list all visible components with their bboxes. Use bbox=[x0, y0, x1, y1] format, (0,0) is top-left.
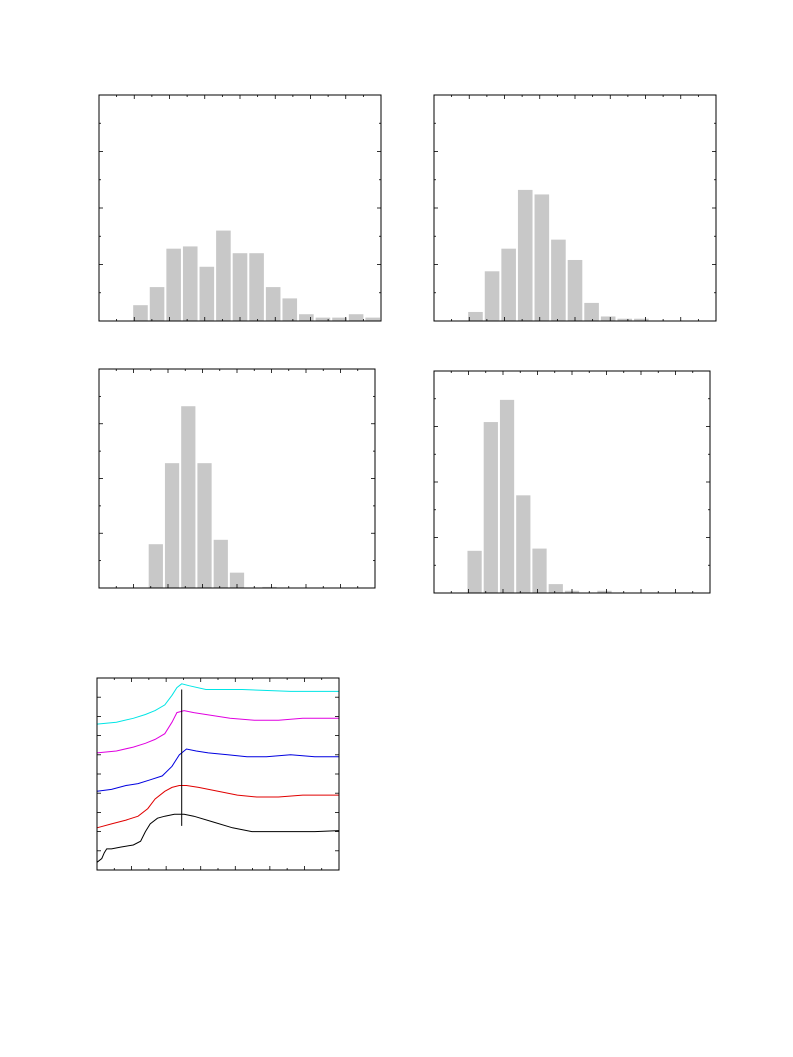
histogram-bar bbox=[164, 463, 180, 588]
series-line bbox=[96, 683, 339, 725]
histogram-bar bbox=[600, 316, 616, 321]
histogram-bar bbox=[468, 311, 483, 321]
histogram-bar bbox=[484, 271, 500, 321]
series-line bbox=[96, 710, 339, 754]
histogram-bar bbox=[262, 586, 277, 588]
histogram-bar bbox=[249, 253, 264, 321]
histogram-bar bbox=[584, 302, 599, 321]
histogram-bar bbox=[332, 317, 347, 321]
series-line bbox=[96, 748, 339, 792]
histogram-bar bbox=[149, 287, 165, 321]
histogram-bar bbox=[617, 318, 633, 321]
series-line bbox=[96, 813, 340, 863]
histogram-bar bbox=[182, 246, 198, 321]
histogram-bar bbox=[315, 317, 331, 321]
histogram-bar bbox=[265, 287, 281, 321]
line-chart-panel-bottom-left bbox=[96, 677, 340, 871]
histogram-bar bbox=[532, 548, 547, 593]
histogram-bar bbox=[551, 239, 566, 321]
histogram-bar bbox=[213, 539, 228, 588]
plot-frame bbox=[96, 677, 340, 871]
series-line bbox=[96, 785, 339, 829]
histogram-panel-middle-right bbox=[433, 370, 711, 594]
histogram-bar bbox=[216, 230, 231, 321]
histogram-bar bbox=[548, 584, 563, 593]
histogram-panel-middle-left bbox=[98, 368, 376, 589]
histogram-bar bbox=[232, 253, 248, 321]
plot-frame bbox=[98, 368, 376, 589]
histogram-bar bbox=[229, 572, 245, 588]
histogram-bar bbox=[634, 318, 649, 321]
histogram-panel-top-right bbox=[433, 94, 717, 322]
histogram-bar bbox=[501, 248, 516, 321]
histogram-bar bbox=[517, 189, 533, 321]
histogram-bar bbox=[499, 399, 515, 593]
histogram-bar bbox=[199, 266, 215, 321]
histogram-bar bbox=[282, 298, 298, 321]
histogram-bar bbox=[181, 406, 196, 588]
histogram-bar bbox=[467, 550, 482, 593]
histogram-bar bbox=[597, 590, 612, 593]
histogram-panel-top-left bbox=[98, 94, 382, 322]
histogram-bar bbox=[516, 495, 531, 593]
histogram-bar bbox=[567, 259, 583, 321]
histogram-bar bbox=[133, 305, 148, 321]
histogram-bar bbox=[166, 248, 181, 321]
histogram-bar bbox=[348, 314, 364, 321]
histogram-bar bbox=[197, 463, 212, 588]
histogram-bar bbox=[534, 194, 550, 321]
histogram-bar bbox=[365, 317, 380, 321]
histogram-bar bbox=[483, 422, 498, 593]
histogram-bar bbox=[299, 314, 314, 321]
histogram-bar bbox=[148, 544, 163, 588]
